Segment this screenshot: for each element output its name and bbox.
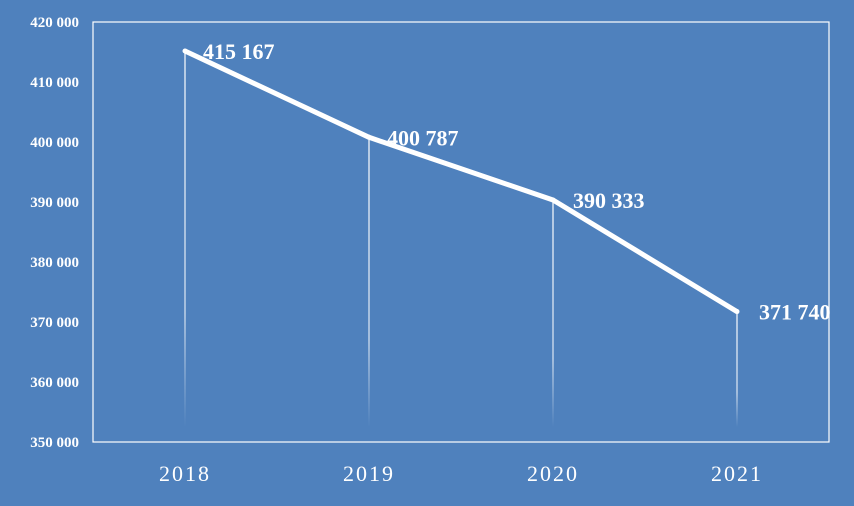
drop-line bbox=[736, 311, 738, 427]
x-tick-label: 2019 bbox=[343, 461, 395, 486]
data-point bbox=[550, 197, 556, 203]
series-line bbox=[183, 48, 739, 314]
series-line-group bbox=[182, 48, 740, 315]
drop-line bbox=[368, 137, 370, 427]
y-axis: 350 000 360 000 370 000 380 000 390 000 400 0… bbox=[30, 15, 79, 451]
y-tick-label: 410 000 bbox=[30, 75, 79, 91]
x-tick-label: 2020 bbox=[527, 461, 579, 486]
y-tick-label: 390 000 bbox=[30, 195, 79, 211]
drop-line bbox=[552, 200, 554, 427]
x-tick-label: 2018 bbox=[159, 461, 211, 486]
y-tick-label: 360 000 bbox=[30, 375, 79, 391]
data-label: 415 167 bbox=[203, 39, 275, 64]
y-tick-label: 420 000 bbox=[30, 15, 79, 31]
y-tick-label: 400 000 bbox=[30, 135, 79, 151]
x-tick-label: 2021 bbox=[711, 461, 763, 486]
plot-area-border bbox=[92, 21, 830, 443]
data-label: 371 740 bbox=[759, 300, 831, 325]
y-tick-label: 370 000 bbox=[30, 315, 79, 331]
data-point bbox=[734, 309, 740, 315]
x-axis: 2018 2019 2020 2021 bbox=[159, 461, 763, 486]
drop-line bbox=[184, 50, 186, 428]
y-tick-label: 380 000 bbox=[30, 255, 79, 271]
data-point bbox=[182, 48, 188, 54]
drop-lines bbox=[184, 50, 738, 428]
y-tick-label: 350 000 bbox=[30, 435, 79, 451]
data-point bbox=[366, 134, 372, 140]
data-labels: 415 167 400 787 390 333 371 740 bbox=[203, 39, 831, 325]
data-label: 400 787 bbox=[387, 125, 459, 150]
data-label: 390 333 bbox=[573, 188, 645, 213]
